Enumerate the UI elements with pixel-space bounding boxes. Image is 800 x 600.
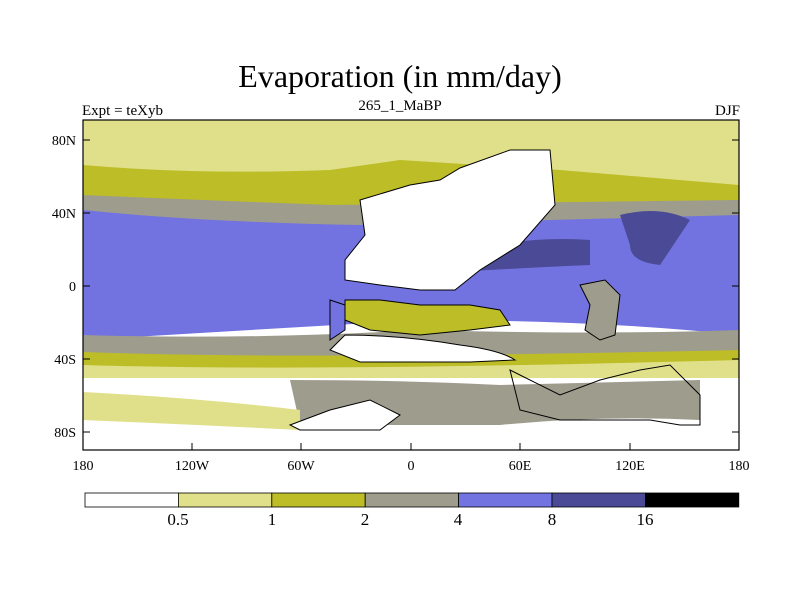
x-tick-label: 0 bbox=[408, 459, 415, 474]
colorbar-swatch bbox=[551, 492, 646, 508]
y-tick-label: 80N bbox=[52, 134, 76, 149]
x-tick-label: 120E bbox=[615, 459, 645, 474]
experiment-label: Expt = teXyb bbox=[82, 103, 163, 119]
x-tick-label: 60W bbox=[287, 459, 315, 474]
colorbar-label: 0.5 bbox=[167, 510, 189, 529]
colorbar-swatch bbox=[271, 492, 366, 508]
x-tick-label: 180 bbox=[73, 459, 94, 474]
colorbar-label: 1 bbox=[267, 510, 277, 529]
y-tick-label: 80S bbox=[54, 426, 76, 441]
colorbar-swatch bbox=[84, 492, 179, 508]
colorbar bbox=[84, 492, 740, 508]
y-tick-label: 40S bbox=[54, 353, 76, 368]
colorbar-label: 4 bbox=[453, 510, 463, 529]
colorbar-swatch bbox=[645, 492, 740, 508]
colorbar-label: 8 bbox=[547, 510, 557, 529]
y-tick-label: 0 bbox=[69, 280, 76, 295]
x-tick-label: 120W bbox=[175, 459, 210, 474]
map-title: Evaporation (in mm/day) bbox=[238, 58, 562, 94]
colorbar-swatch bbox=[458, 492, 553, 508]
colorbar-label: 16 bbox=[636, 510, 654, 529]
y-axis: 80N 40N 0 40S 80S bbox=[52, 134, 739, 441]
period-label: 265_1_MaBP bbox=[358, 98, 442, 114]
colorbar-label: 2 bbox=[360, 510, 370, 529]
colorbar-swatch bbox=[177, 492, 273, 508]
y-tick-label: 40N bbox=[52, 207, 76, 222]
contour-field bbox=[83, 120, 739, 450]
x-axis: 180 120W 60W 0 60E 120E 180 bbox=[73, 443, 750, 474]
x-tick-label: 60E bbox=[509, 459, 532, 474]
x-tick-label: 180 bbox=[729, 459, 750, 474]
season-label: DJF bbox=[714, 103, 740, 119]
colorbar-swatch bbox=[364, 492, 460, 508]
